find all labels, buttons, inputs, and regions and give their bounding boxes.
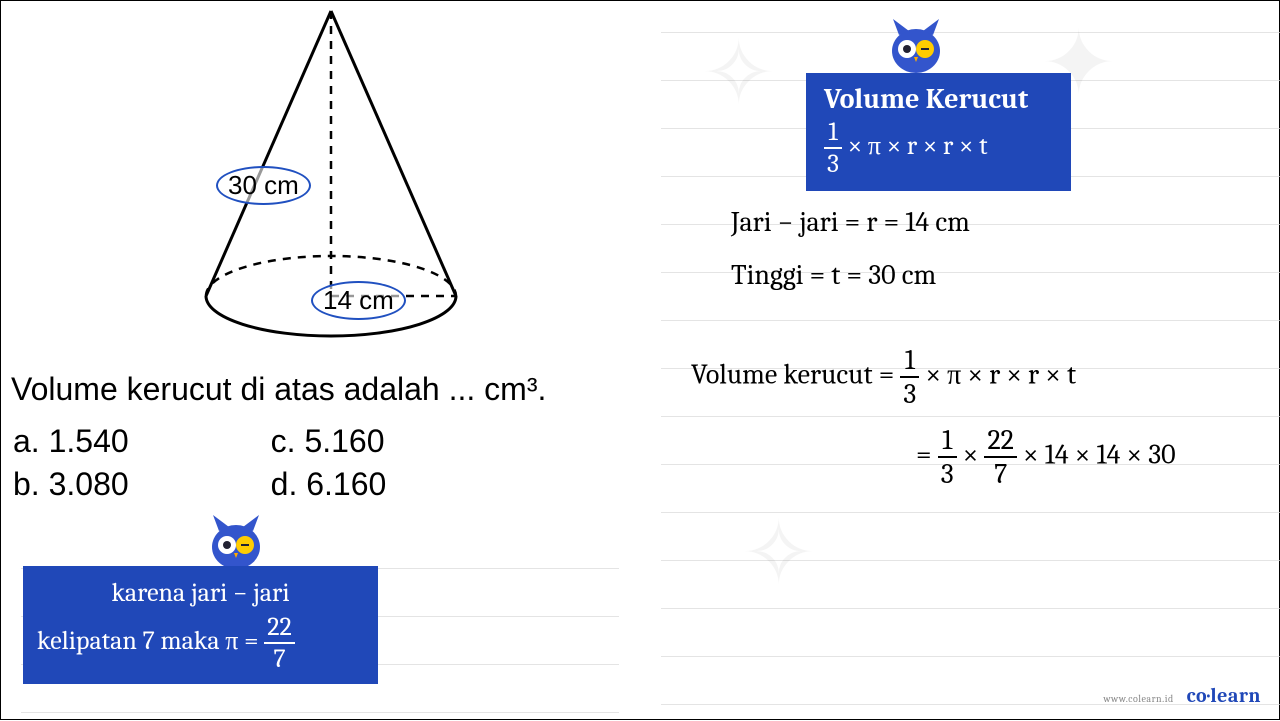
pi-note-card: karena jari − jari kelipatan 7 maka π = … — [23, 566, 378, 684]
option-b: b. 3.080 — [13, 464, 159, 505]
formula-fraction: 1 3 — [824, 119, 842, 177]
owl-mascot-icon — [881, 13, 951, 73]
solution-panel: ✧ ✦ ✧ Volume Kerucut 1 3 × π × r × r × t… — [661, 1, 1280, 721]
answer-options: a. 1.540 c. 5.160 b. 3.080 d. 6.160 — [11, 419, 418, 507]
question-text: Volume kerucut di atas adalah ... cm³. — [11, 371, 546, 408]
owl-mascot-icon — [201, 509, 271, 569]
pi-note-line1: karena jari − jari — [37, 578, 364, 608]
brand-logo: www.colearn.id co·learn — [1103, 684, 1261, 707]
formula-card: Volume Kerucut 1 3 × π × r × r × t — [806, 73, 1071, 191]
solution-height: Tinggi = t = 30 cm — [731, 259, 936, 291]
solution-volume-calc: = 1 3 × 22 7 × 14 × 14 × 30 — [916, 426, 1176, 488]
pi-note-line2: kelipatan 7 maka π = 22 7 — [37, 614, 364, 672]
solution-volume-formula: Volume kerucut = 1 3 × π × r × r × t — [691, 346, 1076, 408]
option-a: a. 1.540 — [13, 421, 159, 462]
option-d: d. 6.160 — [161, 464, 417, 505]
solution-radius: Jari − jari = r = 14 cm — [731, 206, 970, 238]
formula-rest: × π × r × r × t — [842, 131, 988, 161]
formula-title: Volume Kerucut — [824, 83, 1053, 115]
option-c: c. 5.160 — [161, 421, 417, 462]
cone-diagram: 30 cm 14 cm — [181, 6, 481, 356]
height-label: 30 cm — [216, 166, 311, 205]
radius-label: 14 cm — [311, 281, 406, 320]
